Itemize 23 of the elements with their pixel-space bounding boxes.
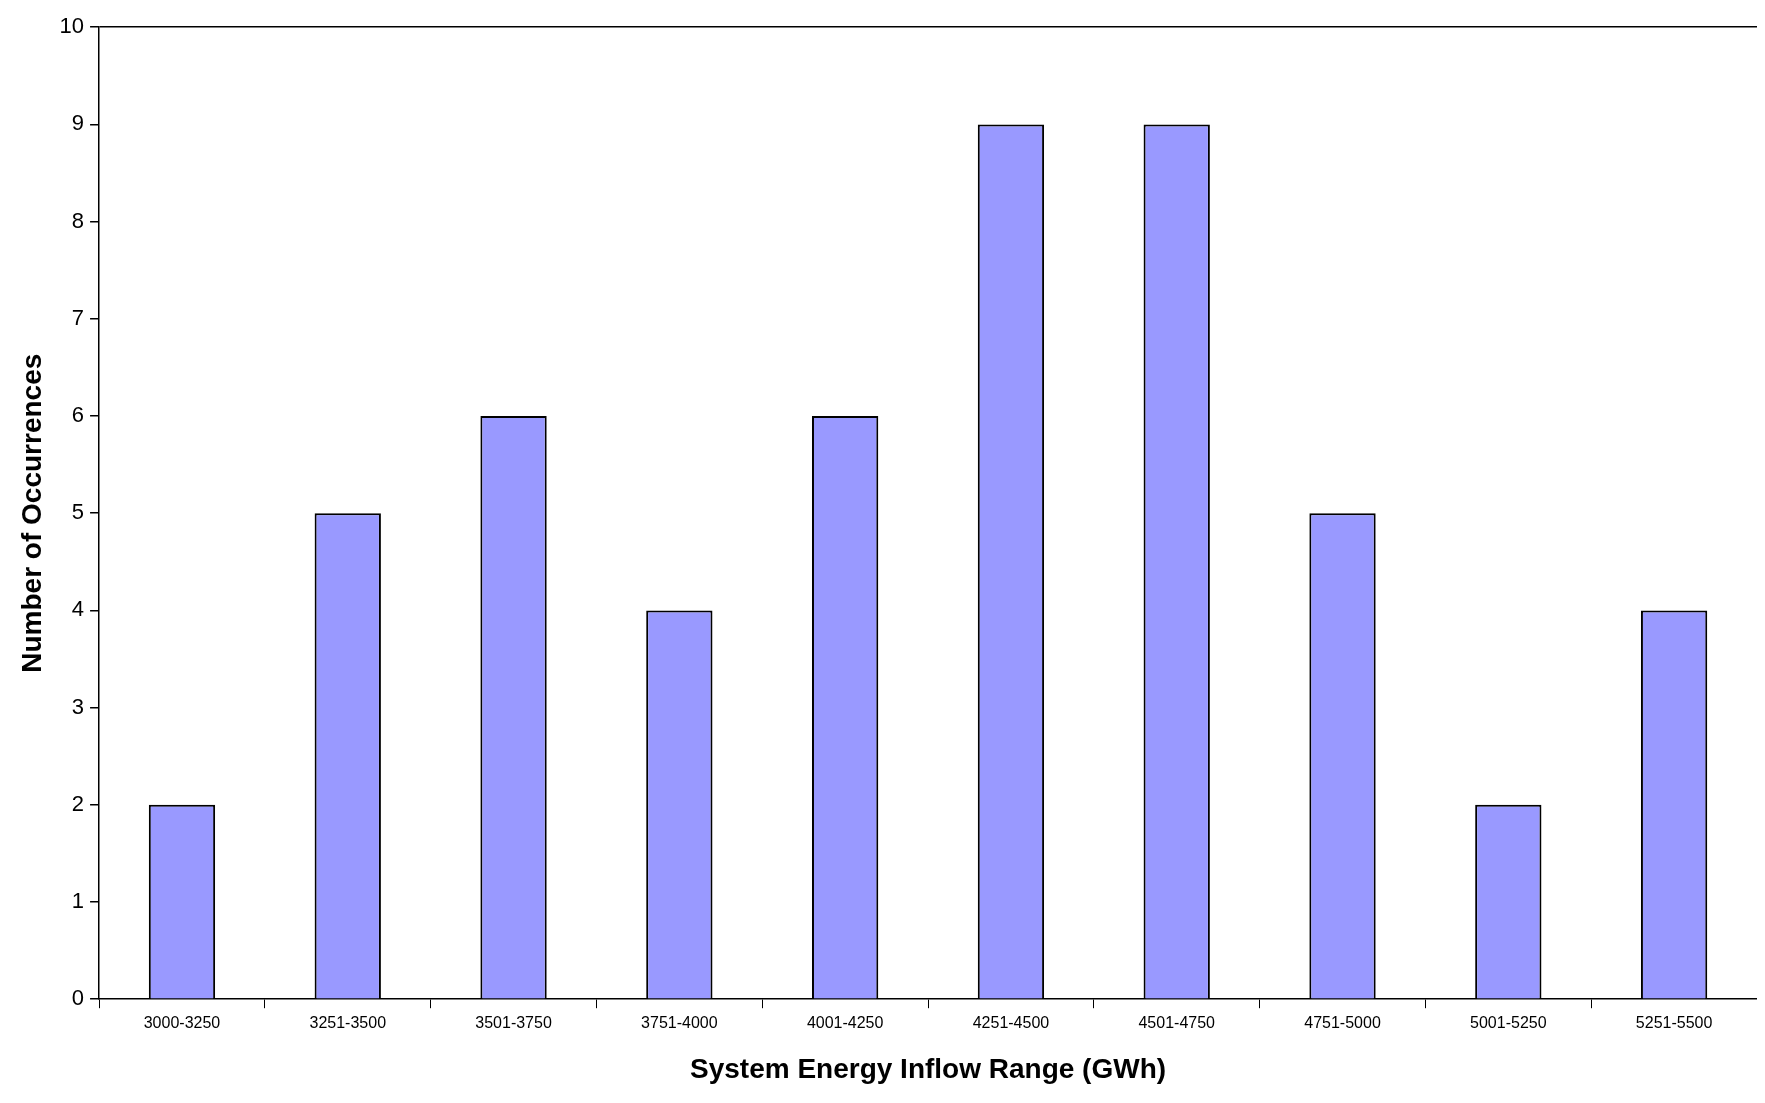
y-tick-label: 6 — [71, 402, 85, 428]
y-tick-label: 0 — [71, 985, 85, 1011]
x-tick-label: 4751-5000 — [1304, 1014, 1381, 1032]
x-tick-label: 3501-3750 — [475, 1014, 552, 1032]
y-tick-label: 2 — [71, 790, 85, 816]
y-tick-label: 8 — [71, 207, 85, 233]
x-tick-label: 4001-4250 — [806, 1014, 884, 1032]
x-tick-label: 3751-4000 — [641, 1014, 718, 1032]
x-tick-label: 5001-5250 — [1470, 1014, 1547, 1032]
x-tick-label: 4501-4750 — [1138, 1014, 1216, 1032]
y-tick-label: 1 — [71, 888, 85, 914]
y-tick-label: 7 — [71, 304, 85, 330]
x-tick-label: 3251-3500 — [309, 1014, 387, 1032]
y-tick-label: 5 — [71, 499, 85, 525]
y-axis-title: Number of Occurrences — [15, 353, 47, 673]
x-tick-label: 4251-4500 — [972, 1014, 1050, 1032]
x-axis-title: System Energy Inflow Range (GWh) — [690, 1052, 1167, 1084]
y-tick-label: 3 — [71, 693, 85, 719]
x-tick-label: 3000-3250 — [143, 1014, 221, 1032]
x-tick-label: 5251-5500 — [1635, 1014, 1713, 1032]
y-tick-label: 9 — [71, 110, 85, 136]
y-tick-label: 10 — [59, 13, 85, 39]
y-tick-label: 4 — [71, 596, 85, 622]
